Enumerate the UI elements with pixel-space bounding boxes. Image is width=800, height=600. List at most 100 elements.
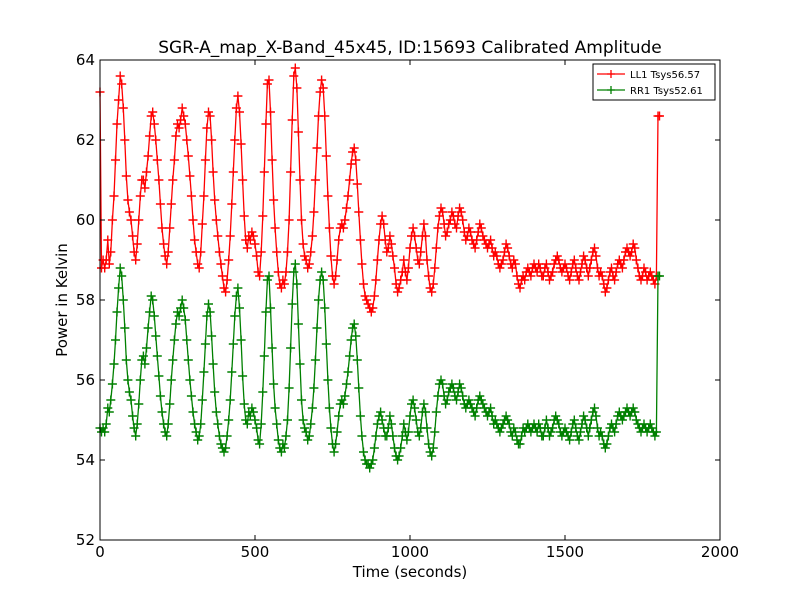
data-point bbox=[278, 275, 288, 285]
data-point bbox=[309, 383, 319, 393]
data-point bbox=[264, 271, 274, 281]
data-point bbox=[199, 191, 209, 201]
data-point bbox=[363, 299, 373, 309]
data-point bbox=[427, 451, 437, 461]
data-point bbox=[236, 139, 246, 149]
data-point bbox=[334, 411, 344, 421]
data-point bbox=[560, 423, 570, 433]
data-point bbox=[338, 399, 348, 409]
data-point bbox=[362, 295, 372, 305]
data-point bbox=[266, 303, 275, 313]
data-point bbox=[345, 175, 355, 185]
data-point bbox=[149, 119, 159, 129]
data-point bbox=[140, 359, 150, 369]
x-tick-label: 500 bbox=[241, 543, 270, 561]
data-point bbox=[155, 391, 165, 401]
data-point bbox=[321, 339, 331, 349]
data-point bbox=[140, 183, 150, 193]
data-point bbox=[334, 235, 344, 245]
data-point bbox=[292, 279, 302, 289]
data-point bbox=[255, 439, 265, 449]
legend-label: LL1 Tsys56.57 bbox=[630, 70, 700, 81]
x-axis-label: Time (seconds) bbox=[352, 563, 468, 581]
data-point bbox=[253, 267, 263, 277]
data-point bbox=[279, 279, 289, 289]
data-point bbox=[168, 175, 178, 185]
data-point bbox=[155, 199, 165, 209]
data-point bbox=[355, 411, 365, 421]
data-point bbox=[466, 227, 475, 237]
x-tick-label: 1500 bbox=[546, 543, 584, 561]
data-point bbox=[625, 411, 635, 421]
x-tick-label: 1000 bbox=[391, 543, 429, 561]
data-point bbox=[452, 395, 461, 405]
data-point bbox=[143, 151, 153, 161]
data-point bbox=[323, 191, 333, 201]
data-point bbox=[408, 223, 418, 233]
data-point bbox=[476, 223, 486, 233]
data-point bbox=[470, 243, 480, 253]
data-point bbox=[442, 227, 452, 237]
y-tick-label: 64 bbox=[76, 51, 95, 69]
data-point bbox=[303, 435, 313, 445]
data-point bbox=[114, 283, 124, 293]
data-point bbox=[600, 443, 610, 453]
data-point bbox=[238, 175, 248, 185]
data-point bbox=[534, 259, 544, 269]
data-point bbox=[498, 255, 508, 265]
data-point bbox=[132, 419, 142, 429]
data-point bbox=[290, 63, 300, 73]
data-point bbox=[284, 215, 294, 225]
data-point bbox=[146, 111, 156, 121]
data-point bbox=[124, 387, 134, 397]
data-point bbox=[369, 443, 379, 453]
data-point bbox=[509, 255, 519, 265]
data-point bbox=[447, 379, 457, 389]
data-point bbox=[211, 407, 221, 417]
data-point bbox=[554, 419, 564, 429]
data-point bbox=[129, 247, 139, 257]
data-point bbox=[152, 351, 162, 361]
data-point bbox=[546, 427, 556, 437]
data-point bbox=[424, 439, 434, 449]
data-point bbox=[224, 415, 234, 425]
data-point bbox=[628, 403, 638, 413]
data-point bbox=[258, 387, 268, 397]
data-point bbox=[162, 431, 172, 441]
data-point bbox=[259, 351, 269, 361]
data-point bbox=[448, 383, 458, 393]
data-point bbox=[579, 251, 589, 261]
data-point bbox=[118, 103, 128, 113]
data-point bbox=[576, 267, 585, 277]
data-point bbox=[515, 439, 525, 449]
data-point bbox=[520, 275, 530, 285]
data-point bbox=[310, 175, 320, 185]
data-point bbox=[602, 283, 612, 293]
data-point bbox=[185, 171, 195, 181]
data-point bbox=[186, 391, 196, 401]
data-point bbox=[428, 279, 438, 289]
data-point bbox=[476, 395, 486, 405]
data-point bbox=[197, 395, 207, 405]
data-point bbox=[403, 427, 413, 437]
data-point bbox=[496, 259, 506, 269]
data-point bbox=[168, 355, 178, 365]
data-point bbox=[134, 215, 144, 225]
data-point bbox=[365, 463, 375, 473]
data-point bbox=[419, 219, 429, 229]
data-point bbox=[324, 403, 334, 413]
x-tick-label: 2000 bbox=[701, 543, 739, 561]
data-point bbox=[579, 411, 589, 421]
data-point bbox=[204, 107, 213, 117]
data-point bbox=[283, 415, 292, 425]
plot-series bbox=[95, 63, 664, 473]
data-point bbox=[410, 403, 420, 413]
data-point bbox=[340, 391, 350, 401]
data-point bbox=[297, 395, 306, 405]
data-point bbox=[320, 111, 330, 121]
data-point bbox=[283, 247, 292, 257]
data-point bbox=[422, 255, 432, 265]
data-point bbox=[478, 399, 488, 409]
data-point bbox=[112, 307, 122, 317]
